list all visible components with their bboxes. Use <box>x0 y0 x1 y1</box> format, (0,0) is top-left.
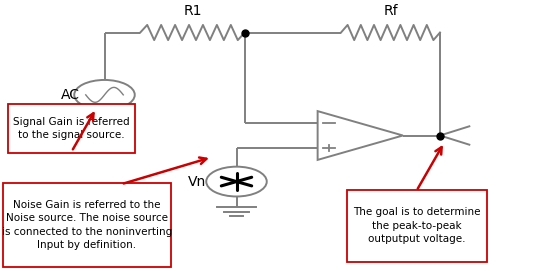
Text: R1: R1 <box>183 4 202 18</box>
Text: Noise Gain is referred to the
Noise source. The noise source
is connected to the: Noise Gain is referred to the Noise sour… <box>2 200 172 250</box>
Text: Rf: Rf <box>383 4 398 18</box>
Text: AC: AC <box>60 88 80 102</box>
FancyBboxPatch shape <box>346 190 487 262</box>
FancyBboxPatch shape <box>3 183 170 267</box>
FancyBboxPatch shape <box>8 104 135 153</box>
Text: Vn: Vn <box>188 175 206 189</box>
Text: The goal is to determine
the peak-to-peak
outputput voltage.: The goal is to determine the peak-to-pea… <box>353 207 480 244</box>
Text: Signal Gain is referred
to the signal source.: Signal Gain is referred to the signal so… <box>13 117 130 140</box>
